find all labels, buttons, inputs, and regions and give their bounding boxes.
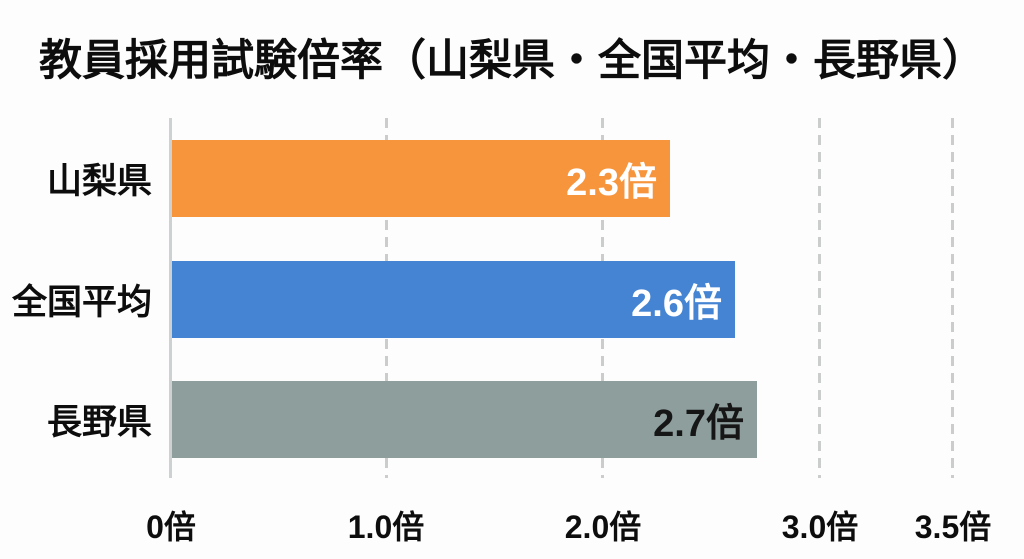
bar-national-average: 2.6倍 [172,261,735,338]
chart-title: 教員採用試験倍率（山梨県・全国平均・長野県） [39,37,985,85]
bar-yamanashi: 2.3倍 [172,140,670,217]
x-tick-label-3: 3.0倍 [781,509,859,545]
bar-nagano: 2.7倍 [172,381,757,458]
category-label-national-average: 全国平均 [11,283,152,322]
category-label-yamanashi: 山梨県 [46,162,152,201]
category-label-nagano: 長野県 [46,403,152,442]
x-tick-label-2: 2.0倍 [564,509,642,545]
x-tick-label-0: 0倍 [146,509,196,545]
bar-value-label-national-average: 2.6倍 [631,283,722,325]
gridline-3x [818,118,821,478]
x-tick-label-4: 3.5倍 [914,509,992,545]
x-tick-label-1: 1.0倍 [347,509,425,545]
bar-value-label-yamanashi: 2.3倍 [566,162,657,204]
bar-value-label-nagano: 2.7倍 [653,403,744,445]
y-axis-line [169,118,172,478]
gridline-3-5x [951,118,954,478]
